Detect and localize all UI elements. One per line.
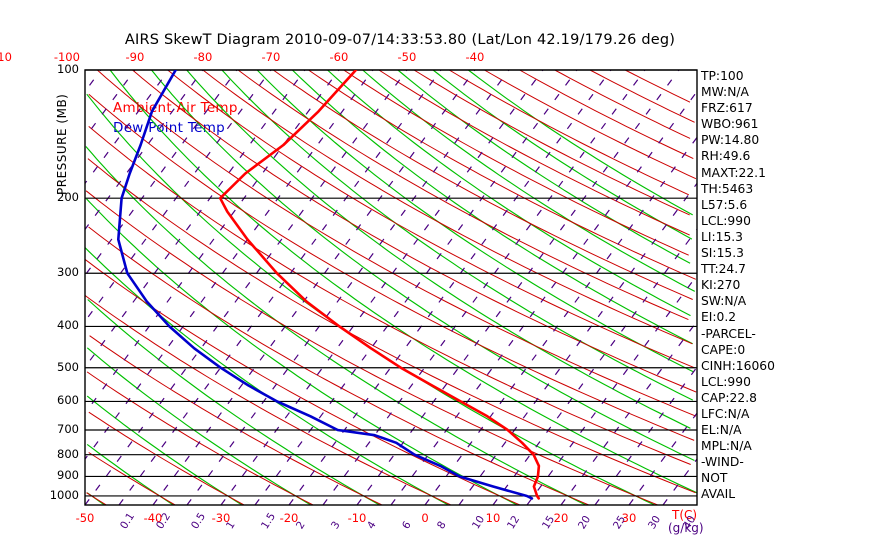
top-temp-tick--80: -80: [193, 50, 213, 64]
pressure-tick-1000: 1000: [49, 487, 79, 502]
panel-line: LFC:N/A: [701, 406, 750, 421]
top-temp-tick--40: -40: [465, 50, 485, 64]
bottom-temp-tick-10: 10: [485, 511, 501, 525]
pressure-tick-100: 100: [57, 62, 79, 76]
pressure-tick-900: 900: [57, 468, 79, 483]
top-temp-tick--100: -100: [53, 50, 80, 64]
panel-line: RH:49.6: [701, 149, 751, 164]
panel-line: TH:5463: [701, 181, 754, 196]
panel-line: CAPE:0: [701, 342, 746, 357]
bottom-temp-tick-20: 20: [553, 511, 569, 525]
temperature-curve: [218, 70, 541, 500]
panel-line: MAXT:22.1: [701, 165, 766, 180]
top-temp-tick--50: -50: [397, 50, 417, 64]
panel-line: MW:N/A: [701, 85, 749, 100]
bottom-temp-tick--50: -50: [75, 511, 95, 525]
pressure-tick-400: 400: [57, 318, 79, 333]
panel-line: LI:15.3: [701, 229, 744, 244]
bottom-temp-tick--40: -40: [143, 511, 163, 525]
dry-adiabat-lines: [85, 70, 697, 505]
panel-line: CAP:22.8: [701, 390, 757, 405]
plot-frame: [84, 69, 698, 506]
panel-line: -PARCEL-: [701, 326, 756, 341]
panel-line: SI:15.3: [701, 246, 744, 261]
panel-line: MPL:N/A: [701, 439, 752, 454]
top-temp-tick--70: -70: [261, 50, 281, 64]
bottom-temp-tick--20: -20: [279, 511, 299, 525]
sounding-curves: [117, 70, 541, 500]
panel-line: TP:100: [701, 69, 744, 83]
panel-line: KI:270: [701, 278, 741, 293]
bottom-temp-tick--10: -10: [347, 511, 367, 525]
panel-line: EL:N/A: [701, 423, 742, 438]
bottom-temp-tick--30: -30: [211, 511, 231, 525]
panel-line: CINH:16060: [701, 358, 775, 373]
bottom-temp-tick-30: 30: [621, 511, 637, 525]
pressure-tick-500: 500: [57, 359, 79, 374]
pressure-tick-600: 600: [57, 393, 79, 408]
panel-line: EI:0.2: [701, 310, 737, 325]
panel-line: FRZ:617: [701, 101, 753, 116]
top-temp-tick--110: -110: [0, 50, 12, 64]
pressure-tick-200: 200: [57, 190, 79, 205]
temperature-axis-label: T(C): [672, 508, 698, 522]
top-temp-tick--90: -90: [125, 50, 145, 64]
panel-line: NOT: [701, 471, 728, 486]
panel-line: -WIND-: [701, 455, 744, 470]
pressure-tick-300: 300: [57, 265, 79, 280]
isotherm-lines: [85, 70, 697, 505]
panel-line: TT:24.7: [701, 262, 746, 277]
pressure-tick-700: 700: [57, 421, 79, 436]
panel-line: LCL:990: [701, 213, 751, 228]
sounding-index-panel: TP:100 MW:N/A FRZ:617 WBO:961 PW:14.80 RH:49.…: [701, 68, 851, 503]
dewpoint-curve: [117, 70, 534, 500]
mixing-ratio-axis-label: (g/kg): [668, 521, 704, 535]
panel-line: LCL:990: [701, 374, 751, 389]
panel-line: WBO:961: [701, 117, 759, 132]
panel-line: SW:N/A: [701, 294, 747, 309]
pressure-tick-800: 800: [57, 446, 79, 461]
bottom-temp-tick-0: 0: [421, 511, 429, 525]
panel-line: AVAIL: [701, 487, 736, 502]
top-temp-tick--60: -60: [329, 50, 349, 64]
page-title: AIRS SkewT Diagram 2010-09-07/14:33:53.8…: [124, 32, 676, 48]
panel-line: L57:5.6: [701, 197, 748, 212]
panel-line: PW:14.80: [701, 133, 760, 148]
